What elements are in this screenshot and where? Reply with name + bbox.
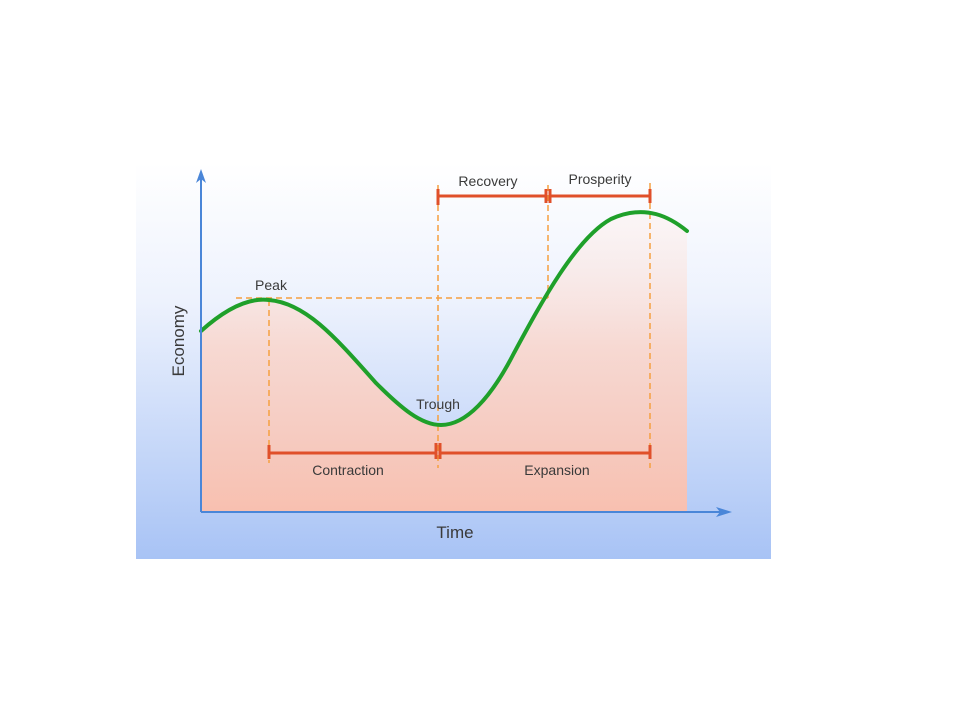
- trough-label: Trough: [416, 396, 460, 412]
- prosperity-label: Prosperity: [568, 171, 631, 187]
- contraction-label: Contraction: [312, 462, 384, 478]
- y-axis-arrow-icon: [196, 169, 206, 183]
- x-axis-label: Time: [436, 523, 473, 542]
- x-axis: [201, 507, 732, 517]
- expansion-bracket: [438, 443, 652, 459]
- expansion-label: Expansion: [524, 462, 589, 478]
- diagram-canvas: Peak Trough Recovery Prosperity Contract…: [136, 163, 771, 559]
- prosperity-bracket: [548, 189, 652, 203]
- recovery-bracket: [436, 189, 548, 205]
- business-cycle-curve: [199, 210, 689, 428]
- recovery-label: Recovery: [458, 173, 517, 189]
- x-axis-arrow-icon: [716, 507, 732, 517]
- contraction-bracket: [267, 443, 438, 459]
- peak-label: Peak: [255, 277, 288, 293]
- y-axis-label: Economy: [169, 305, 188, 376]
- y-axis: [196, 169, 206, 512]
- area-under-curve: [201, 212, 687, 512]
- business-cycle-diagram: Peak Trough Recovery Prosperity Contract…: [136, 163, 771, 559]
